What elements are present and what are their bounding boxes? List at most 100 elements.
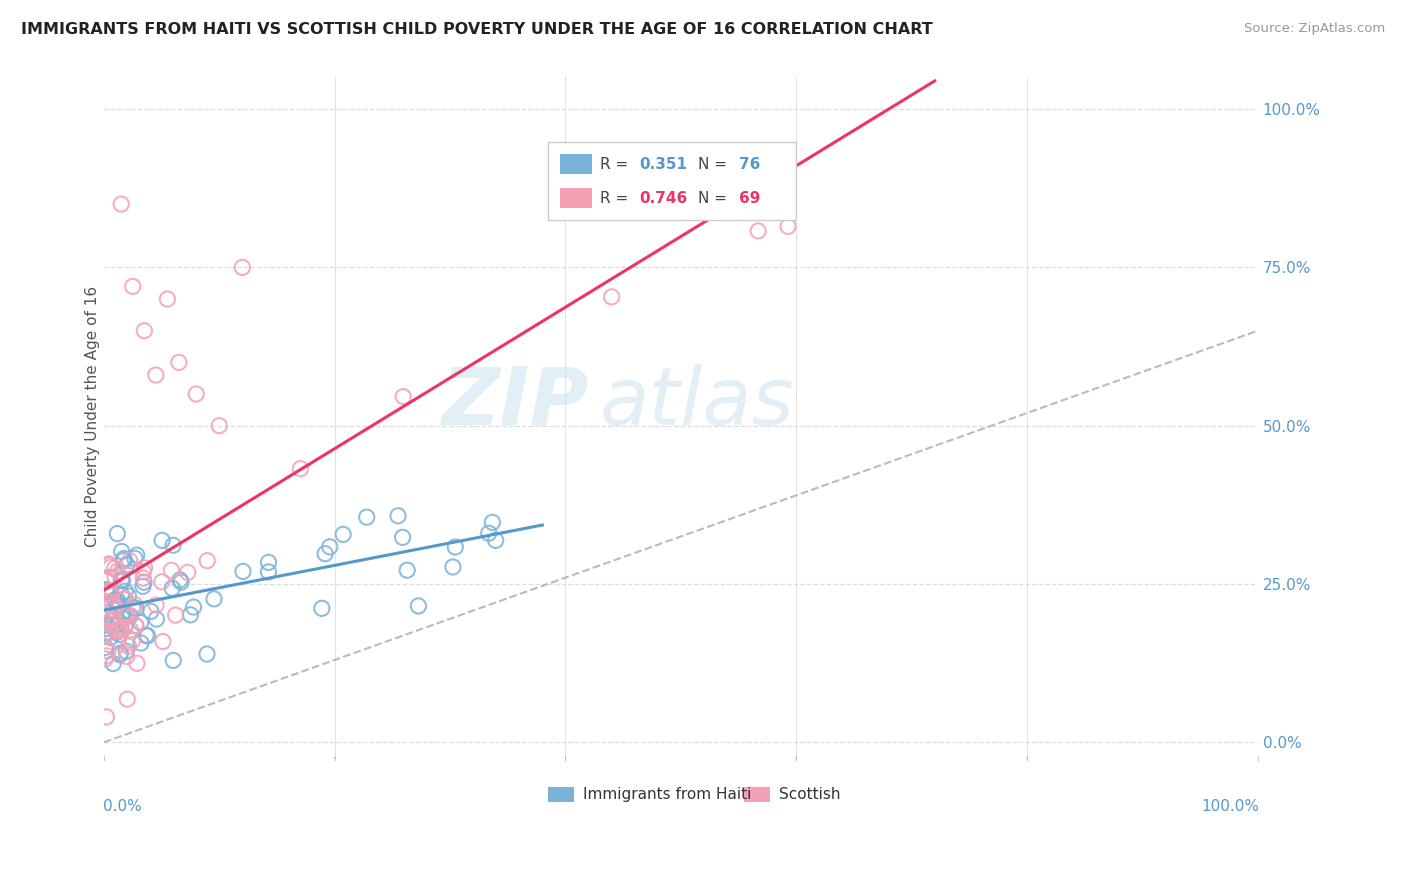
Point bbox=[108, 599, 131, 613]
Point bbox=[111, 544, 134, 558]
Point bbox=[94, 628, 117, 642]
Bar bbox=[548, 788, 574, 802]
Point bbox=[103, 613, 125, 627]
Point bbox=[162, 538, 184, 552]
Point bbox=[186, 387, 208, 401]
FancyBboxPatch shape bbox=[548, 142, 796, 219]
Point bbox=[150, 574, 173, 589]
Point bbox=[103, 657, 125, 671]
Text: 0.0%: 0.0% bbox=[103, 799, 142, 814]
Point bbox=[105, 617, 128, 632]
Point bbox=[94, 652, 117, 666]
Point bbox=[100, 589, 122, 603]
Point bbox=[195, 647, 218, 661]
Point bbox=[136, 629, 159, 643]
Point bbox=[356, 510, 378, 524]
Point bbox=[778, 219, 800, 234]
Point bbox=[231, 260, 253, 275]
Point bbox=[100, 595, 122, 609]
Point bbox=[114, 606, 136, 620]
Point bbox=[145, 612, 167, 626]
Point bbox=[108, 615, 131, 629]
Point bbox=[167, 355, 190, 369]
Point bbox=[111, 574, 134, 588]
Text: N =: N = bbox=[699, 157, 733, 171]
Point bbox=[118, 554, 141, 568]
Point bbox=[202, 591, 225, 606]
Point bbox=[112, 553, 135, 567]
Bar bbox=[744, 788, 769, 802]
Point bbox=[600, 290, 623, 304]
Text: Scottish: Scottish bbox=[779, 788, 841, 803]
Point bbox=[97, 644, 120, 658]
Point bbox=[100, 584, 122, 599]
Bar bbox=[560, 154, 592, 174]
Point bbox=[96, 648, 118, 663]
Point bbox=[481, 516, 503, 530]
Point bbox=[132, 575, 155, 590]
Point bbox=[114, 592, 136, 607]
Point bbox=[103, 617, 125, 632]
Point bbox=[108, 623, 131, 637]
Text: Immigrants from Haiti: Immigrants from Haiti bbox=[583, 788, 751, 803]
Point bbox=[97, 616, 120, 631]
Point bbox=[319, 540, 342, 554]
Point bbox=[152, 634, 174, 648]
Point bbox=[117, 639, 139, 653]
Point bbox=[114, 618, 136, 632]
Point bbox=[101, 602, 124, 616]
Point bbox=[94, 640, 117, 655]
Point bbox=[134, 561, 156, 575]
Point bbox=[195, 554, 218, 568]
Point bbox=[387, 508, 409, 523]
Point bbox=[98, 560, 121, 574]
Text: R =: R = bbox=[600, 191, 633, 205]
Point bbox=[165, 608, 187, 623]
Point bbox=[162, 653, 184, 667]
Point bbox=[122, 600, 145, 615]
Point bbox=[170, 575, 193, 590]
Point bbox=[101, 612, 124, 626]
Point bbox=[332, 527, 354, 541]
Point bbox=[441, 560, 464, 574]
Point bbox=[98, 558, 121, 573]
Point bbox=[485, 533, 508, 548]
Point bbox=[114, 584, 136, 599]
Point bbox=[117, 692, 139, 706]
Point bbox=[108, 627, 131, 641]
Point bbox=[125, 657, 148, 671]
Point bbox=[132, 571, 155, 585]
Point bbox=[208, 418, 231, 433]
Point bbox=[105, 623, 128, 637]
Point bbox=[108, 648, 131, 662]
Text: 0.746: 0.746 bbox=[640, 191, 688, 205]
Point bbox=[115, 644, 138, 658]
Point bbox=[110, 587, 132, 601]
Text: 0.351: 0.351 bbox=[640, 157, 688, 171]
Point bbox=[94, 582, 117, 597]
Point bbox=[115, 649, 138, 664]
Point bbox=[150, 533, 173, 548]
Point bbox=[121, 633, 143, 648]
Point bbox=[124, 551, 146, 566]
Point bbox=[111, 607, 134, 621]
Text: 76: 76 bbox=[738, 157, 761, 171]
Point bbox=[391, 530, 413, 544]
Point bbox=[290, 461, 312, 475]
Point bbox=[156, 292, 179, 306]
Point bbox=[97, 557, 120, 571]
Point bbox=[139, 604, 162, 618]
Text: ZIP: ZIP bbox=[441, 364, 589, 442]
Point bbox=[408, 599, 430, 613]
Point bbox=[132, 579, 155, 593]
Text: R =: R = bbox=[600, 157, 633, 171]
Point bbox=[107, 593, 129, 607]
Point bbox=[135, 628, 157, 642]
Point bbox=[311, 601, 333, 615]
Point bbox=[129, 636, 152, 650]
Point bbox=[145, 368, 167, 382]
Point bbox=[110, 197, 132, 211]
Point bbox=[110, 646, 132, 660]
Point bbox=[96, 621, 118, 635]
Text: 100.0%: 100.0% bbox=[1201, 799, 1258, 814]
